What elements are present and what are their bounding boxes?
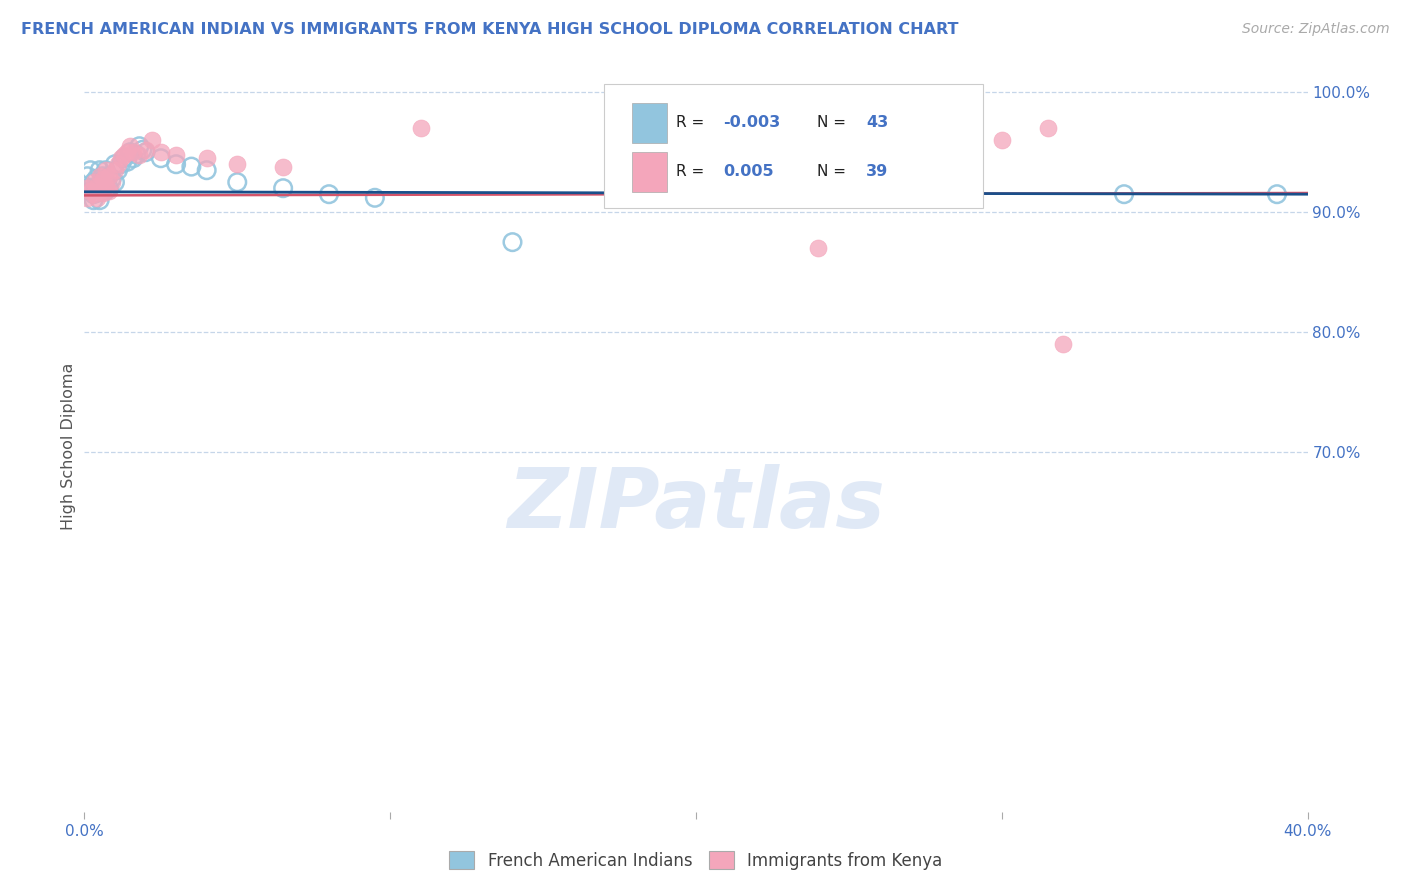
Point	[271, 181, 294, 195]
Point	[104, 157, 127, 171]
FancyBboxPatch shape	[633, 103, 666, 143]
Point	[807, 241, 830, 255]
Legend: French American Indians, Immigrants from Kenya: French American Indians, Immigrants from…	[443, 845, 949, 877]
Point	[76, 181, 98, 195]
Text: ZIPatlas: ZIPatlas	[508, 464, 884, 545]
Point	[226, 157, 249, 171]
Point	[141, 133, 163, 147]
Text: N =: N =	[817, 115, 851, 130]
Text: Source: ZipAtlas.com: Source: ZipAtlas.com	[1241, 22, 1389, 37]
Point	[115, 145, 138, 160]
Point	[83, 175, 105, 189]
Point	[110, 151, 132, 165]
FancyBboxPatch shape	[633, 152, 666, 192]
Point	[318, 187, 340, 202]
Point	[94, 178, 117, 193]
Point	[502, 235, 524, 249]
Point	[94, 175, 117, 189]
Point	[83, 175, 105, 189]
Point	[83, 193, 105, 207]
Point	[115, 154, 138, 169]
Point	[180, 160, 202, 174]
Point	[128, 147, 150, 161]
Point	[107, 157, 129, 171]
Point	[609, 133, 631, 147]
Point	[101, 175, 124, 189]
Point	[1265, 187, 1288, 202]
Point	[131, 143, 153, 157]
Point	[195, 151, 218, 165]
Point	[94, 163, 117, 178]
Point	[364, 191, 387, 205]
Y-axis label: High School Diploma: High School Diploma	[60, 362, 76, 530]
Point	[120, 139, 142, 153]
Point	[91, 169, 114, 184]
Point	[945, 133, 967, 147]
Point	[97, 181, 120, 195]
FancyBboxPatch shape	[605, 84, 983, 209]
Point	[747, 181, 769, 195]
Point	[101, 171, 124, 186]
Point	[89, 181, 111, 195]
Point	[125, 147, 148, 161]
Point	[86, 178, 108, 193]
Point	[112, 151, 135, 165]
Point	[112, 147, 135, 161]
Point	[1036, 121, 1059, 136]
Point	[97, 169, 120, 184]
Point	[89, 163, 111, 178]
Point	[97, 184, 120, 198]
Text: N =: N =	[817, 164, 851, 179]
Point	[104, 175, 127, 189]
Text: 43: 43	[866, 115, 889, 130]
Point	[135, 145, 157, 160]
Point	[79, 184, 101, 198]
Point	[195, 163, 218, 178]
Text: 39: 39	[866, 164, 889, 179]
Point	[83, 187, 105, 202]
Point	[76, 191, 98, 205]
Text: R =: R =	[676, 164, 710, 179]
Point	[122, 151, 145, 165]
Point	[94, 184, 117, 198]
Point	[76, 169, 98, 184]
Text: -0.003: -0.003	[723, 115, 780, 130]
Point	[107, 163, 129, 178]
Point	[79, 184, 101, 198]
Point	[149, 151, 172, 165]
Point	[104, 163, 127, 178]
Text: FRENCH AMERICAN INDIAN VS IMMIGRANTS FROM KENYA HIGH SCHOOL DIPLOMA CORRELATION : FRENCH AMERICAN INDIAN VS IMMIGRANTS FRO…	[21, 22, 959, 37]
Text: 0.005: 0.005	[723, 164, 773, 179]
Point	[86, 186, 108, 200]
Point	[89, 169, 111, 184]
Point	[165, 157, 187, 171]
Point	[97, 169, 120, 184]
Point	[91, 186, 114, 200]
Point	[89, 193, 111, 207]
Point	[91, 181, 114, 195]
Text: R =: R =	[676, 115, 710, 130]
Point	[165, 147, 187, 161]
Point	[271, 160, 294, 174]
Point	[89, 184, 111, 198]
Point	[1114, 187, 1136, 202]
Point	[86, 191, 108, 205]
Point	[83, 187, 105, 202]
Point	[120, 145, 142, 160]
Point	[1052, 337, 1074, 351]
Point	[991, 133, 1014, 147]
Point	[91, 171, 114, 186]
Point	[79, 163, 101, 178]
Point	[226, 175, 249, 189]
Point	[86, 171, 108, 186]
Point	[122, 145, 145, 160]
Point	[149, 145, 172, 160]
Point	[94, 163, 117, 178]
Point	[128, 139, 150, 153]
Point	[76, 181, 98, 195]
Point	[110, 157, 132, 171]
Point	[135, 143, 157, 157]
Point	[409, 121, 432, 136]
